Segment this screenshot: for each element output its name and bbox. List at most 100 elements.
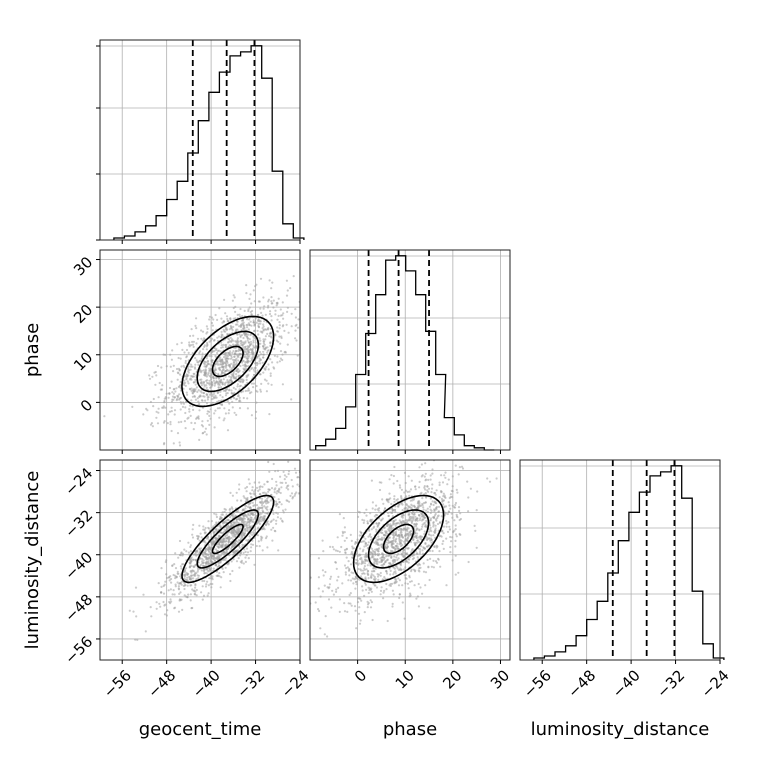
sample-point [268, 413, 271, 416]
sample-point [400, 488, 403, 491]
sample-point [265, 390, 268, 393]
sample-point [253, 563, 256, 566]
sample-point [170, 581, 173, 584]
sample-point [448, 510, 451, 514]
sample-point [416, 595, 419, 598]
sample-point [253, 300, 256, 303]
sample-point [215, 527, 218, 531]
sample-point [356, 597, 360, 600]
sample-point [259, 330, 262, 333]
sample-point [403, 491, 406, 494]
sample-point [271, 477, 274, 481]
sample-point [214, 372, 217, 375]
sample-point [423, 547, 427, 550]
sample-point [354, 587, 357, 590]
sample-point [360, 599, 363, 602]
sample-point [192, 375, 196, 378]
sample-point [267, 382, 270, 385]
sample-point [301, 460, 303, 462]
sample-point [386, 619, 389, 623]
sample-point [409, 592, 412, 595]
sample-point [241, 390, 245, 393]
sample-point [293, 467, 297, 470]
sample-point [251, 520, 254, 523]
sample-point [201, 585, 204, 588]
sample-point [343, 531, 346, 534]
sample-point [455, 515, 458, 518]
sample-point [397, 528, 400, 532]
sample-point [192, 589, 195, 592]
sample-point [381, 578, 384, 581]
sample-point [232, 294, 235, 297]
sample-point [228, 409, 231, 412]
contour-level [367, 509, 430, 569]
sample-point [453, 519, 456, 522]
sample-point [270, 336, 273, 339]
sample-point [399, 486, 402, 489]
sample-point [444, 476, 447, 479]
sample-point [377, 573, 381, 576]
sample-point [409, 488, 413, 491]
sample-point [192, 428, 195, 431]
sample-point [166, 422, 169, 425]
sample-point [257, 322, 260, 325]
sample-point [210, 364, 213, 367]
sample-point [246, 355, 249, 358]
sample-point [258, 513, 261, 516]
sample-point [363, 572, 366, 575]
sample-point [191, 343, 195, 346]
sample-point [231, 530, 234, 533]
sample-point [421, 523, 424, 526]
sample-point [154, 383, 157, 386]
sample-point [213, 512, 216, 515]
sample-point [190, 328, 193, 331]
sample-point [381, 528, 384, 532]
sample-point [360, 556, 363, 559]
sample-point [388, 536, 391, 539]
sample-point [203, 371, 206, 374]
sample-point [224, 540, 227, 543]
sample-point [395, 578, 398, 581]
sample-point [251, 486, 254, 489]
sample-point [164, 580, 167, 583]
sample-point [422, 508, 425, 511]
sample-point [350, 550, 353, 554]
sample-point [231, 406, 234, 409]
sample-point [364, 576, 367, 579]
sample-point [200, 378, 203, 381]
sample-point [246, 397, 249, 400]
sample-point [234, 317, 237, 320]
sample-point [228, 538, 231, 541]
sample-point [232, 377, 235, 380]
sample-point [187, 551, 190, 554]
sample-point [261, 507, 264, 510]
sample-point [212, 554, 215, 557]
sample-point [220, 544, 223, 547]
sample-point [210, 556, 213, 559]
sample-point [204, 585, 208, 588]
sample-point [188, 404, 192, 407]
sample-point [234, 542, 237, 545]
sample-point [235, 375, 238, 378]
sample-point [242, 359, 245, 363]
sample-point [188, 345, 191, 348]
sample-point [240, 499, 243, 502]
sample-point [474, 529, 477, 533]
sample-point [171, 593, 174, 596]
sample-point [429, 478, 432, 481]
sample-point [359, 568, 362, 571]
sample-point [255, 486, 259, 489]
sample-point [179, 357, 182, 360]
sample-point [210, 355, 213, 358]
sample-point [411, 513, 414, 516]
sample-point [231, 358, 235, 361]
scatter-panel-phase-luminosity_distance [309, 459, 511, 664]
sample-point [233, 411, 236, 414]
sample-point [262, 338, 265, 341]
sample-point [262, 296, 265, 299]
sample-point [198, 539, 201, 542]
sample-point [240, 518, 243, 521]
sample-point [266, 497, 269, 500]
sample-point [334, 561, 337, 564]
sample-point [275, 480, 278, 483]
